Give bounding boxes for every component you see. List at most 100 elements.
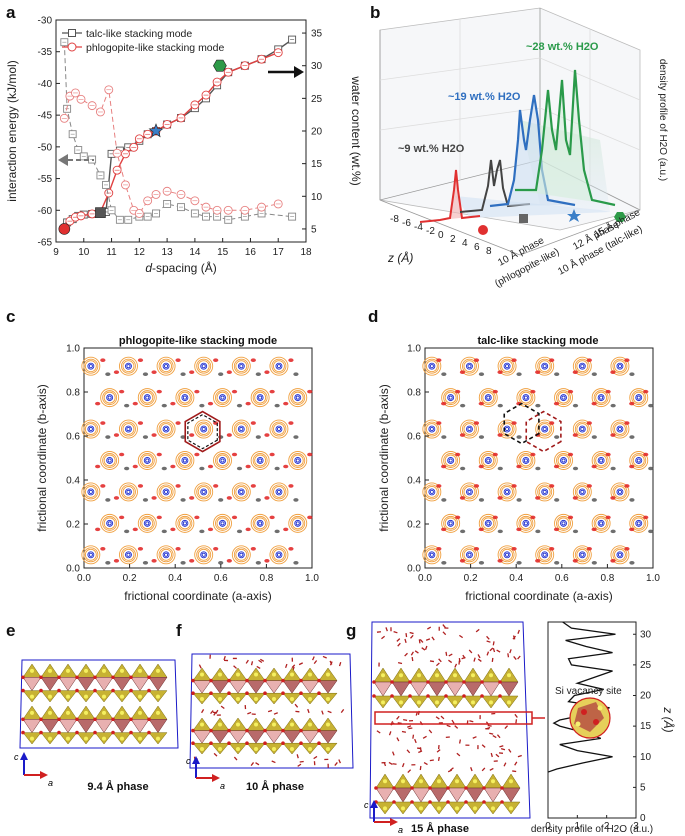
contour-orange [574,484,590,500]
contour-orange [215,390,230,406]
water-molecule [458,739,462,744]
contour-blue [429,489,434,494]
atom-gray [535,403,541,408]
contour-orange [158,358,174,374]
structure-g [372,624,522,815]
z-tick-label: -8 [390,214,399,225]
contour-orange [612,358,628,374]
atom-red [307,452,313,457]
atom-red [250,358,256,362]
atom-red [553,401,560,406]
atom-red [227,728,231,733]
atom-red [170,401,176,406]
contour-orange [121,484,136,500]
contour-orange [252,453,268,468]
atom-red [57,688,61,693]
octahedron [192,730,212,744]
contour-blue [523,395,528,400]
water-molecule [418,639,421,644]
contour-orange [269,356,289,376]
contour-blue [580,427,585,432]
atom-red [567,452,574,457]
contour-blue [486,395,491,400]
x-tick-label: 17 [273,247,285,258]
contour-blue [448,521,453,526]
contour-orange [631,515,647,531]
atom-gray [293,372,299,376]
contour-blue [541,362,549,370]
contour-orange [556,515,571,531]
water-molecule [401,763,405,768]
atom-yellow [491,779,495,784]
x-tick-label: 1 [575,821,581,832]
atom-gray [497,466,503,471]
atom-red [231,389,238,394]
water-molecule [451,719,455,724]
atom-yellow [138,736,142,741]
contour-blue [635,519,643,527]
z-tick-label: 2 [450,234,456,245]
contour-orange [556,453,571,468]
atom-gray [648,529,654,534]
water-molecule [220,705,225,710]
contour-blue [181,457,189,464]
atom-red [75,730,79,735]
map-c [81,356,313,565]
contour-orange [235,423,248,436]
atom-yellow [308,746,312,751]
y-tick-label: -55 [38,174,53,185]
contour-orange [213,513,232,533]
atom-yellow [437,779,441,784]
atom-yellow [290,746,294,751]
atom-yellow [236,746,240,751]
contour-orange [121,358,136,374]
contour-orange [482,391,495,404]
contour-orange [519,454,532,467]
contour-orange [288,388,308,408]
contour-blue [201,427,206,432]
atom-yellow [120,668,124,673]
octahedron [264,680,284,694]
atom-red [207,527,214,532]
x-tick-label: 0.2 [123,573,137,584]
y-tick-label: 5 [640,782,646,793]
atom-yellow [48,694,52,699]
contour-orange [501,548,514,561]
contour-orange [83,358,99,374]
contour-orange [291,391,304,404]
highlight-hexagon [213,59,227,72]
water-molecule [267,709,273,713]
contour-orange [593,453,609,468]
atom-red [151,433,157,437]
atom-red [156,452,162,457]
atom-red [444,694,448,698]
contour-blue [617,364,622,369]
panel-d: d talc-like stacking mode 0.00.00.20.20.… [368,307,660,603]
atom-gray [610,466,616,471]
octahedron [130,719,150,734]
octahedron [148,719,168,734]
contour-blue [295,395,300,400]
atom-red [549,358,555,362]
contour-orange [591,451,611,470]
atom-red [264,559,270,563]
contour-orange [288,513,308,533]
y-tick-label: 15 [640,721,652,732]
octahedron [76,719,96,734]
atom-red [100,484,106,488]
atom-gray [441,561,447,565]
octahedron [246,680,266,694]
y-tick-label: 0.8 [66,388,80,399]
contour-blue [219,394,226,402]
atom-red [39,730,43,735]
water-molecule [454,725,459,729]
atom-gray [105,561,111,565]
atom-red [497,370,503,374]
octahedron [228,680,248,694]
atom-red [95,527,101,532]
atom-red [446,800,450,804]
water-molecule [376,730,381,734]
atom-red [281,691,285,695]
contour-blue [295,521,300,526]
contour-orange [254,454,267,467]
